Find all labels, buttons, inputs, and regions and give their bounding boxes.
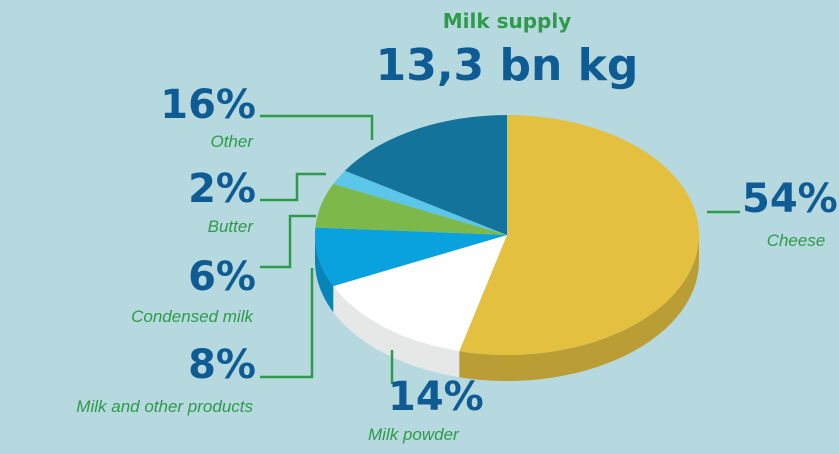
value-label: 8% bbox=[188, 342, 256, 388]
value-label: 2% bbox=[188, 166, 256, 212]
pie-slice bbox=[459, 115, 699, 355]
pie-sides bbox=[315, 235, 699, 381]
leader-line bbox=[260, 268, 314, 379]
pie-slice bbox=[333, 170, 507, 235]
leader-line bbox=[260, 214, 316, 269]
category-label: Condensed milk bbox=[131, 307, 254, 326]
category-label: Milk and other products bbox=[76, 397, 253, 416]
chart-title: Milk supply bbox=[443, 9, 572, 33]
slice-side bbox=[315, 235, 334, 313]
value-label: 54% bbox=[742, 176, 838, 222]
category-label: Other bbox=[210, 132, 254, 151]
chart-subtitle: 13,3 bn kg bbox=[376, 40, 639, 91]
labels: 54% Cheese 14% Milk powder 8% Milk and other … bbox=[76, 82, 837, 444]
category-label: Butter bbox=[208, 217, 255, 236]
pie-slice bbox=[344, 115, 507, 235]
pie-slice bbox=[315, 227, 507, 287]
value-label: 6% bbox=[188, 254, 256, 300]
pie-slice bbox=[315, 183, 507, 235]
slice-side bbox=[459, 235, 699, 381]
leader-line bbox=[260, 172, 326, 202]
category-label: Milk powder bbox=[368, 425, 460, 444]
category-label: Cheese bbox=[767, 231, 826, 250]
leader-line bbox=[260, 114, 374, 140]
pie-slices bbox=[315, 115, 699, 355]
slice-side bbox=[333, 286, 460, 378]
pie-slice bbox=[333, 235, 507, 352]
value-label: 14% bbox=[388, 374, 484, 420]
value-label: 16% bbox=[160, 82, 256, 128]
